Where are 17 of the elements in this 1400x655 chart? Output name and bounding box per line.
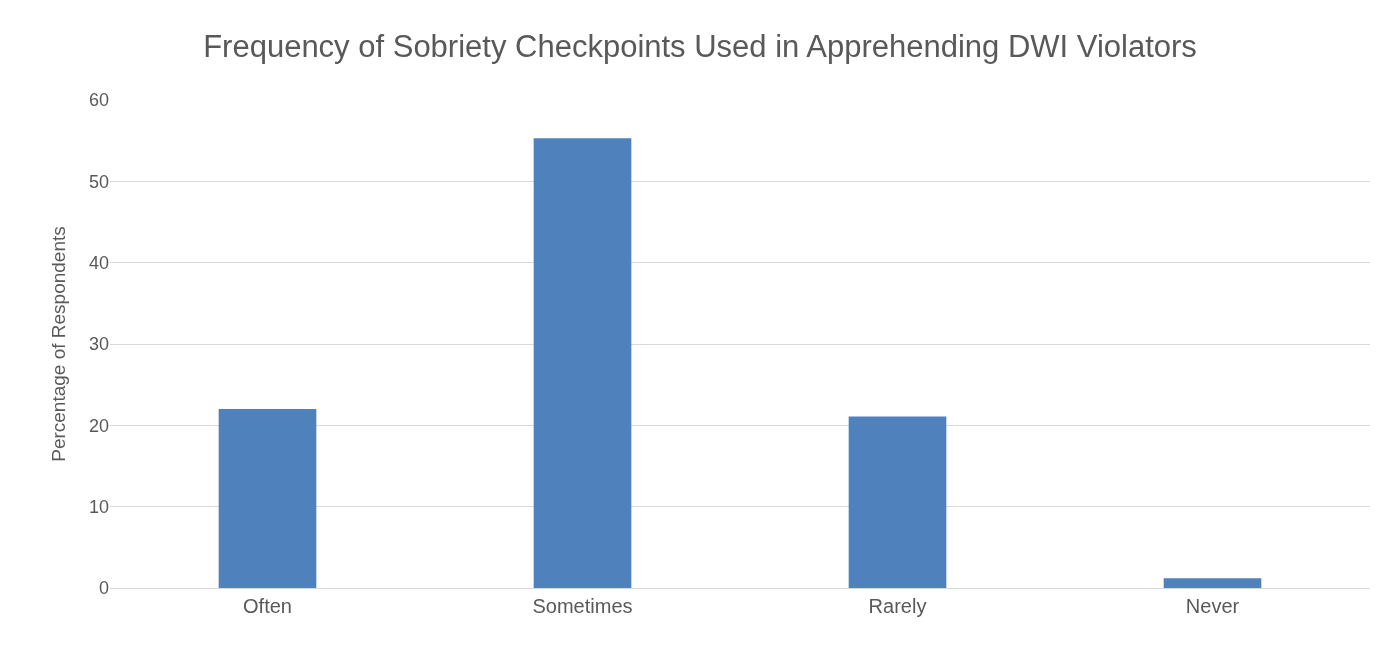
chart-title: Frequency of Sobriety Checkpoints Used in Apprehending DWI Violators: [203, 28, 1197, 64]
y-tick-label: 20: [88, 415, 109, 436]
x-tick-label: Sometimes: [532, 595, 633, 618]
y-axis-title: Percentage of Respondents: [47, 226, 69, 462]
y-tick-label: 30: [88, 334, 109, 355]
bar: [1163, 578, 1262, 588]
x-tick-label: Rarely: [868, 595, 927, 618]
y-tick-label: 10: [88, 496, 109, 517]
y-tick-label: 40: [88, 252, 109, 273]
y-tick-label: 60: [88, 90, 109, 111]
y-tick-label: 0: [98, 578, 109, 599]
bar: [218, 409, 317, 588]
bar: [533, 138, 632, 588]
bar: [848, 416, 947, 588]
x-tick-label: Often: [243, 595, 292, 618]
x-tick-label: Never: [1185, 595, 1240, 618]
y-tick-label: 50: [88, 171, 109, 192]
